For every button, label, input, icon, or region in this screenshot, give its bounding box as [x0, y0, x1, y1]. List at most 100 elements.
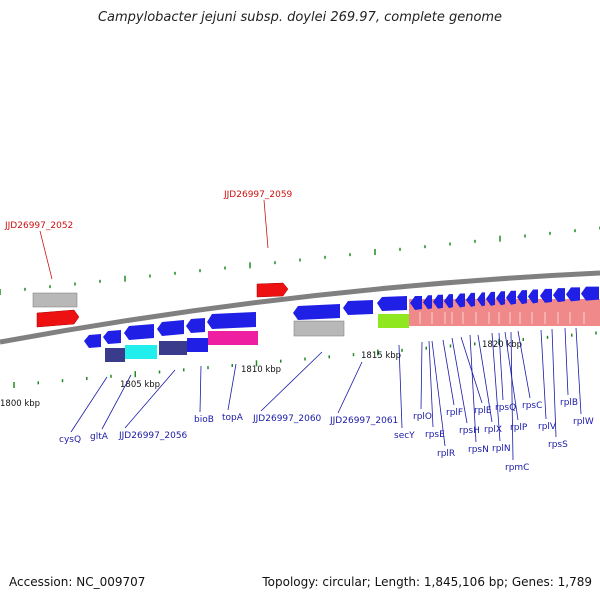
leader-rplV — [540, 329, 547, 420]
operon-gene-arrow[interactable] — [506, 290, 516, 305]
gene-navy-cysQ[interactable] — [105, 348, 125, 362]
position-ticks — [0, 226, 600, 388]
operon-gene-arrow[interactable] — [566, 287, 580, 302]
gene-blue-2060[interactable] — [293, 304, 340, 320]
gene-gray-2052[interactable] — [32, 292, 78, 308]
label-rpsH[interactable]: rpsH — [459, 426, 480, 436]
label-secY[interactable]: secY — [394, 431, 415, 441]
operon-gene-arrow[interactable] — [553, 288, 565, 303]
operon-gene-arrow[interactable] — [466, 292, 475, 307]
label-JJD26997_2052[interactable]: JJD26997_2052 — [4, 221, 73, 231]
operon-blue-arrows — [410, 286, 599, 310]
leader-bioB — [199, 365, 202, 413]
gene-cyan-gltA[interactable] — [125, 345, 157, 359]
label-rpsC[interactable]: rpsC — [522, 401, 542, 411]
label-rpsQ[interactable]: rpsQ — [495, 403, 516, 413]
operon-gene-arrow[interactable] — [410, 296, 422, 310]
gene-blue-bioB[interactable] — [187, 338, 208, 352]
operon-gene-arrow[interactable] — [517, 290, 527, 305]
label-rplV[interactable]: rplV — [538, 422, 557, 432]
gene-red-2059[interactable] — [256, 282, 289, 298]
scale-label-1815: 1815 kbp — [361, 351, 401, 361]
operon-gene-arrow[interactable] — [444, 294, 453, 309]
red-labels: JJD26997_2052 JJD26997_2059 — [4, 190, 293, 280]
leader-rplN — [491, 332, 501, 442]
lower-genes-left — [84, 312, 258, 362]
gene-blue-secY-arrow[interactable] — [377, 296, 407, 311]
label-rplX[interactable]: rplX — [484, 425, 502, 435]
gene-blue-4[interactable] — [157, 320, 184, 336]
label-topA[interactable]: topA — [222, 413, 244, 423]
gene-blue-2061[interactable] — [343, 300, 373, 315]
leader-rplR — [431, 340, 446, 447]
leader-rpsN — [469, 334, 477, 443]
operon-gene-arrow[interactable] — [433, 294, 443, 309]
label-rpsN[interactable]: rpsN — [468, 445, 489, 455]
label-cysQ[interactable]: cysQ — [59, 435, 81, 445]
lower-genes-middle — [293, 300, 373, 337]
scale-label-1800: 1800 kbp — [0, 399, 40, 409]
leader-gltA — [101, 374, 132, 430]
scale-labels: 1800 kbp 1805 kbp 1810 kbp 1815 kbp 1820… — [0, 340, 522, 409]
accession-label: Accession: NC_009707 — [9, 575, 146, 589]
label-JJD26997_2061[interactable]: JJD26997_2061 — [329, 416, 398, 426]
genome-title: Campylobacter jejuni subsp. doylei 269.9… — [97, 10, 503, 25]
operon-gene-arrow[interactable] — [540, 288, 552, 303]
label-bioB[interactable]: bioB — [194, 415, 214, 425]
operon-gene-arrow[interactable] — [455, 293, 465, 308]
leader-rplF — [442, 339, 455, 406]
label-rplB[interactable]: rplB — [560, 398, 578, 408]
leader-secY — [398, 344, 403, 429]
leader-rpsE — [428, 340, 434, 428]
gene-blue-2[interactable] — [103, 330, 121, 344]
leader-rplB — [564, 327, 569, 396]
leader-JJD26997_2060 — [260, 351, 323, 412]
operon-gene-arrow[interactable] — [581, 286, 599, 301]
label-JJD26997_2059[interactable]: JJD26997_2059 — [223, 190, 293, 200]
gene-blue-6[interactable] — [207, 312, 256, 329]
label-rplW[interactable]: rplW — [573, 417, 594, 427]
scale-label-1820: 1820 kbp — [482, 340, 522, 350]
label-JJD26997_2060[interactable]: JJD26997_2060 — [252, 414, 322, 424]
gene-lime-secY[interactable] — [378, 314, 409, 328]
label-rplO[interactable]: rplO — [413, 412, 432, 422]
leader-rpsC — [517, 330, 531, 399]
gene-blue-1[interactable] — [84, 334, 101, 348]
leader-JJD26997_2061 — [337, 361, 363, 414]
label-rplE[interactable]: rplE — [474, 406, 492, 416]
leader-rplX — [477, 334, 493, 423]
gene-red-2052[interactable] — [36, 309, 80, 328]
operon-gene-arrow[interactable] — [477, 292, 485, 307]
label-rplF[interactable]: rplF — [446, 408, 463, 418]
label-rpsS[interactable]: rpsS — [548, 440, 568, 450]
topology-summary: Topology: circular; Length: 1,845,106 bp… — [262, 575, 592, 589]
leader-rpsS — [551, 328, 557, 438]
leader-topA — [227, 363, 237, 411]
operon-gene-arrow[interactable] — [423, 295, 432, 310]
leader-rplE — [460, 336, 483, 404]
upper-genes — [32, 282, 289, 328]
operon-gene-arrow[interactable] — [486, 291, 495, 306]
label-rplR[interactable]: rplR — [437, 449, 455, 459]
leader-rpmC — [510, 331, 514, 461]
operon-gene-arrow[interactable] — [528, 289, 538, 304]
gene-blue-3[interactable] — [124, 324, 154, 340]
ribosomal-operon — [377, 286, 600, 328]
scale-label-1810: 1810 kbp — [241, 365, 281, 375]
label-rpmC[interactable]: rpmC — [505, 463, 529, 473]
genome-backbone — [0, 270, 600, 345]
gene-navy-2056[interactable] — [159, 341, 187, 355]
label-JJD26997_2056[interactable]: JJD26997_2056 — [118, 431, 188, 441]
gene-magenta-topA[interactable] — [208, 331, 258, 345]
operon-gene-arrow[interactable] — [496, 291, 505, 306]
gene-blue-5[interactable] — [186, 318, 205, 333]
leader-rplW — [575, 327, 582, 415]
scale-label-1805: 1805 kbp — [120, 380, 160, 390]
gene-gray-2060[interactable] — [293, 320, 345, 337]
label-rpsE[interactable]: rpsE — [425, 430, 445, 440]
label-rplP[interactable]: rplP — [510, 423, 528, 433]
label-rplN[interactable]: rplN — [492, 444, 511, 454]
leader-2059 — [263, 199, 269, 249]
label-gltA[interactable]: gltA — [90, 432, 109, 442]
